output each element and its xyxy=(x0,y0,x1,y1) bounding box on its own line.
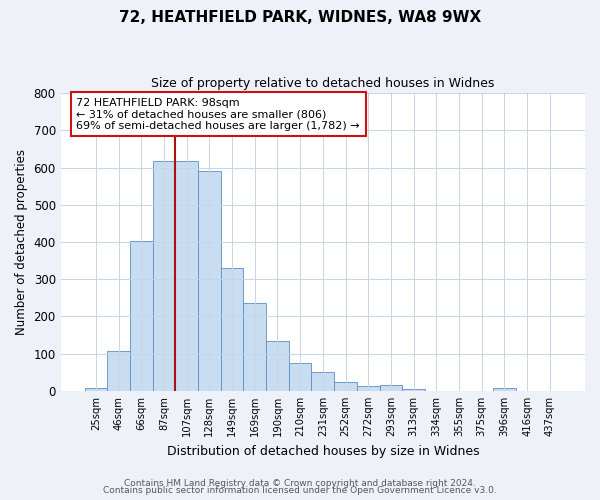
Bar xyxy=(198,171,221,391)
Bar xyxy=(130,241,152,391)
Bar xyxy=(85,388,107,391)
Text: Contains public sector information licensed under the Open Government Licence v3: Contains public sector information licen… xyxy=(103,486,497,495)
Title: Size of property relative to detached houses in Widnes: Size of property relative to detached ho… xyxy=(151,78,494,90)
Bar xyxy=(244,303,266,391)
Bar xyxy=(107,352,130,391)
Text: 72, HEATHFIELD PARK, WIDNES, WA8 9WX: 72, HEATHFIELD PARK, WIDNES, WA8 9WX xyxy=(119,10,481,25)
Bar xyxy=(402,390,425,391)
Bar xyxy=(221,268,244,391)
Bar xyxy=(289,362,311,391)
X-axis label: Distribution of detached houses by size in Widnes: Distribution of detached houses by size … xyxy=(167,444,479,458)
Bar xyxy=(380,385,402,391)
Bar xyxy=(311,372,334,391)
Bar xyxy=(175,161,198,391)
Text: 72 HEATHFIELD PARK: 98sqm
← 31% of detached houses are smaller (806)
69% of semi: 72 HEATHFIELD PARK: 98sqm ← 31% of detac… xyxy=(76,98,360,130)
Bar xyxy=(266,342,289,391)
Text: Contains HM Land Registry data © Crown copyright and database right 2024.: Contains HM Land Registry data © Crown c… xyxy=(124,478,476,488)
Bar xyxy=(334,382,357,391)
Bar xyxy=(152,161,175,391)
Y-axis label: Number of detached properties: Number of detached properties xyxy=(15,149,28,335)
Bar xyxy=(493,388,516,391)
Bar xyxy=(357,386,380,391)
